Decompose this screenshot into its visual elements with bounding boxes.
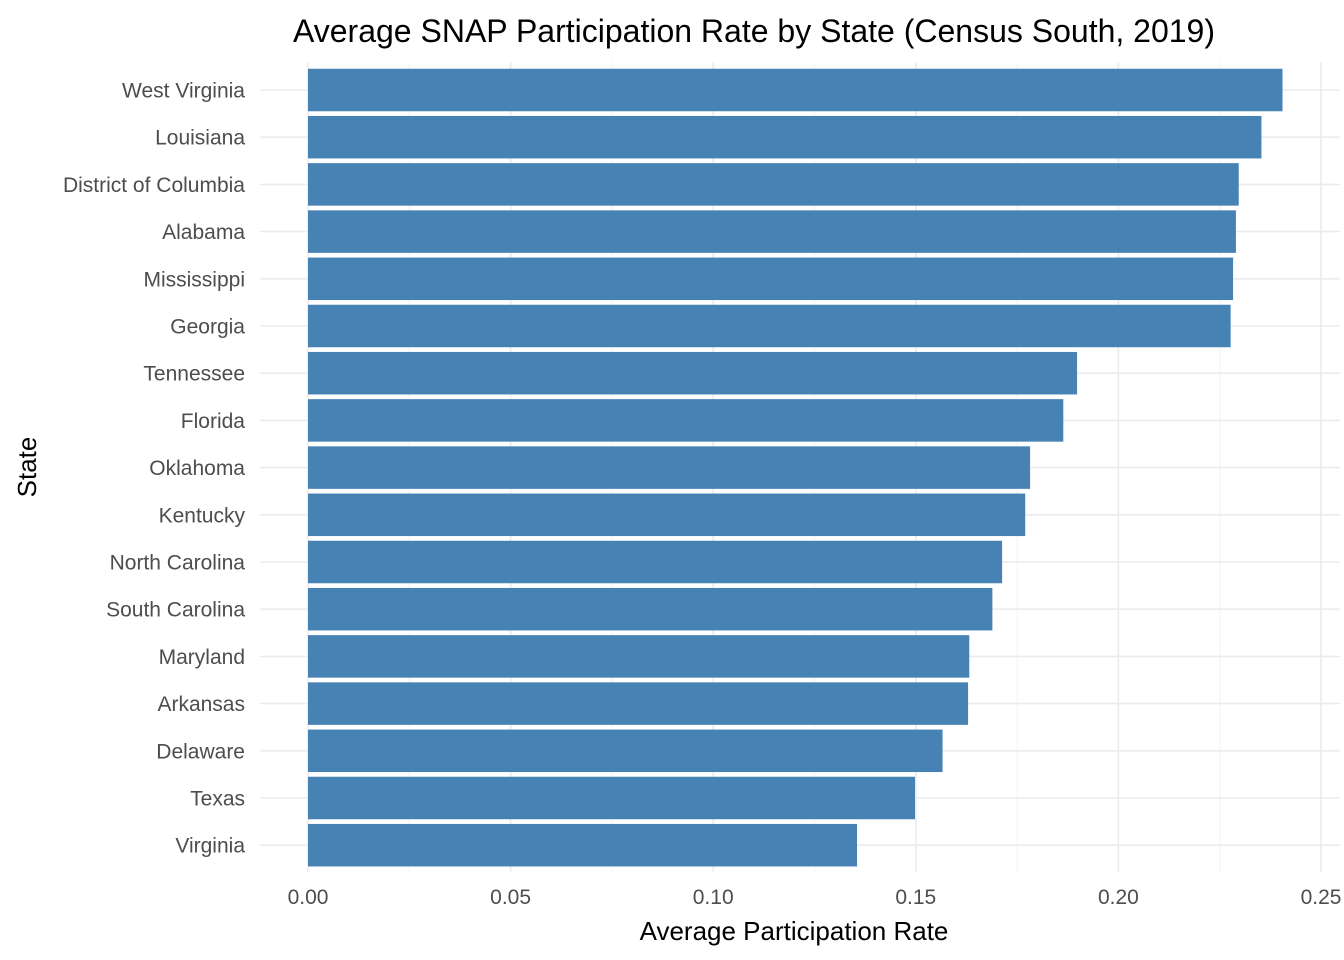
x-tick-label: 0.15 — [895, 886, 936, 909]
y-tick-label: Mississippi — [143, 268, 245, 291]
y-tick-label: Delaware — [156, 740, 245, 763]
bar — [308, 257, 1234, 301]
bar — [308, 446, 1031, 489]
chart-title: Average SNAP Participation Rate by State… — [293, 13, 1215, 49]
bar — [308, 682, 969, 725]
bar — [308, 399, 1064, 442]
bars — [308, 68, 1283, 867]
y-tick-label: Florida — [181, 410, 246, 433]
x-axis-tick-labels: 0.00 0.05 0.10 0.15 0.20 0.25 — [288, 886, 1342, 909]
x-tick-label: 0.20 — [1098, 886, 1139, 909]
bar — [308, 163, 1239, 206]
y-tick-label: Arkansas — [157, 693, 245, 716]
bar — [308, 823, 858, 867]
bar — [308, 304, 1231, 348]
x-tick-label: 0.10 — [693, 886, 734, 909]
y-tick-label: Georgia — [170, 316, 245, 339]
y-tick-label: South Carolina — [106, 599, 245, 622]
y-tick-label: West Virginia — [122, 80, 245, 103]
bar — [308, 540, 1003, 584]
x-tick-label: 0.05 — [490, 886, 531, 909]
y-axis-tick-labels: West Virginia Louisiana District of Columb… — [63, 80, 246, 858]
y-axis-title: State — [12, 437, 42, 498]
y-tick-label: Maryland — [159, 646, 245, 669]
y-tick-label: Oklahoma — [149, 457, 245, 480]
x-tick-label: 0.00 — [288, 886, 329, 909]
bar — [308, 729, 943, 773]
y-tick-label: North Carolina — [110, 552, 246, 575]
bar — [308, 115, 1262, 159]
bar — [308, 587, 993, 631]
bar — [308, 493, 1026, 537]
bar — [308, 210, 1236, 253]
x-axis-title: Average Participation Rate — [640, 916, 949, 946]
y-tick-label: Tennessee — [143, 363, 245, 386]
y-tick-label: Texas — [190, 788, 245, 811]
bar — [308, 351, 1078, 395]
y-tick-label: District of Columbia — [63, 174, 245, 197]
y-tick-label: Louisiana — [155, 127, 245, 150]
bar — [308, 776, 915, 820]
bar — [308, 68, 1283, 112]
y-tick-label: Alabama — [162, 221, 245, 244]
x-tick-label: 0.25 — [1301, 886, 1342, 909]
y-tick-label: Kentucky — [159, 504, 246, 527]
y-tick-label: Virginia — [175, 835, 245, 858]
bar — [308, 635, 970, 678]
